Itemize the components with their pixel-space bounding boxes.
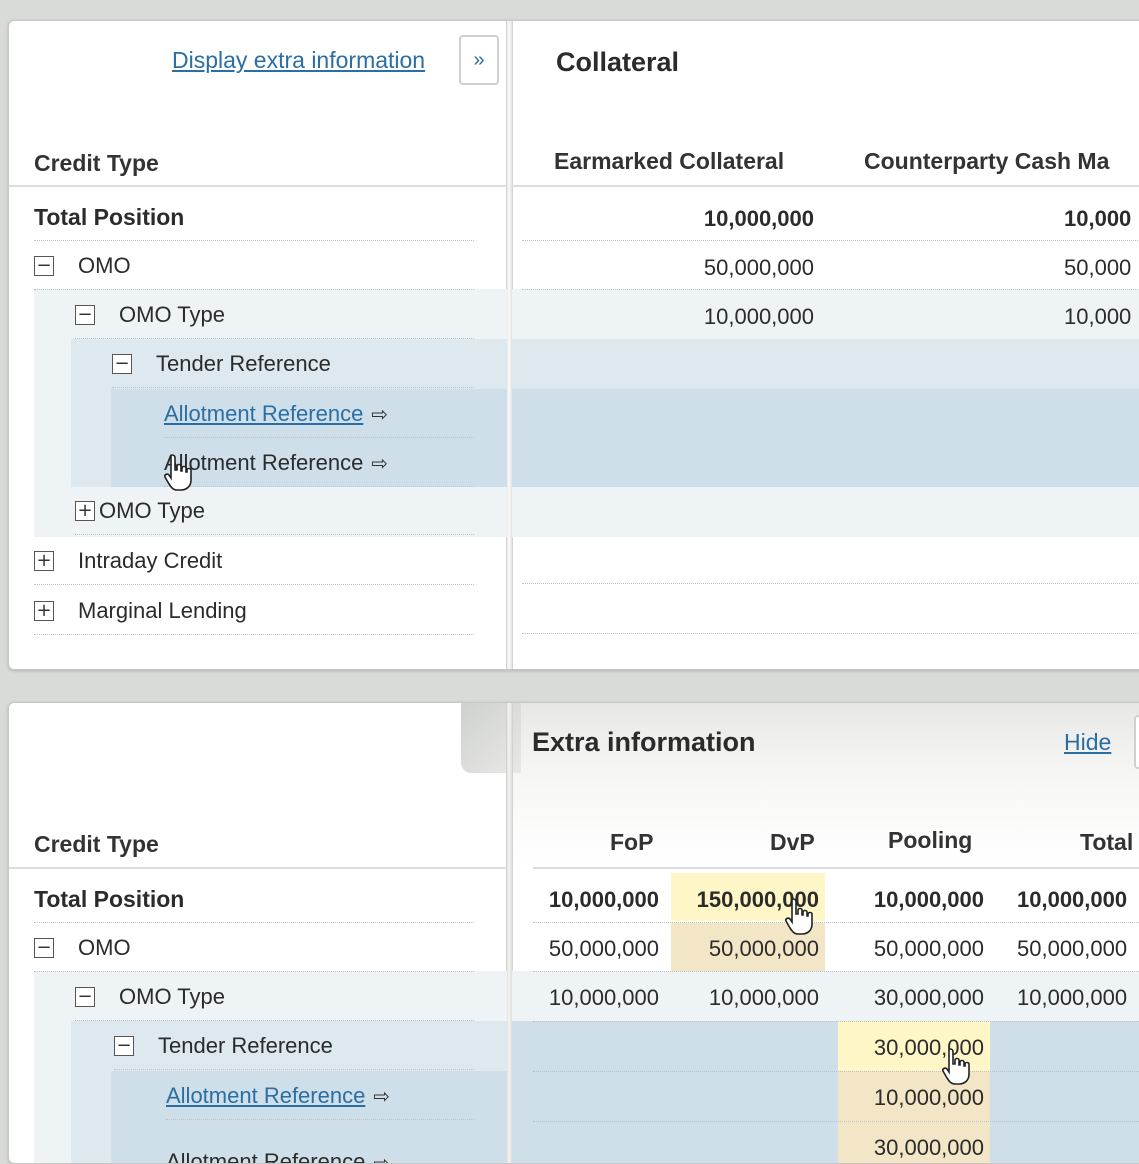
credit-type-header[interactable]: Credit Type xyxy=(34,150,159,176)
earmarked-collateral-header[interactable]: Earmarked Collateral xyxy=(554,148,785,174)
hide-button[interactable] xyxy=(1134,715,1139,769)
dvp-omo-value: 50,000,000 xyxy=(708,936,819,961)
credit-type-header[interactable]: Credit Type xyxy=(34,831,159,857)
header-rule-left xyxy=(9,185,506,187)
grand-total-value: 10,000,000 xyxy=(1017,887,1128,912)
earmarked-omo-type-value: 10,000,000 xyxy=(703,304,814,329)
row-label: OMO xyxy=(78,935,131,960)
collapse-icon[interactable]: − xyxy=(75,305,95,325)
earmarked-omo-value: 50,000,000 xyxy=(703,255,814,280)
row-omo-type[interactable]: − OMO Type xyxy=(75,291,474,339)
hand-cursor-icon xyxy=(942,1048,970,1085)
extra-information-panel: Extra information Hide Credit Type FoP D… xyxy=(8,702,1139,1164)
expand-extra-button[interactable]: » xyxy=(459,35,499,85)
row-sep xyxy=(522,633,1139,634)
section-title: Extra information xyxy=(532,727,756,757)
counterparty-omo-type-value: 10,000 xyxy=(1064,304,1132,329)
allotment-reference-link[interactable]: Allotment Reference xyxy=(164,401,364,426)
row-allotment-reference-1[interactable]: Allotment Reference ⇨ xyxy=(164,390,474,438)
external-link-icon[interactable]: ⇨ xyxy=(373,1151,391,1163)
expand-icon[interactable]: + xyxy=(34,551,54,571)
total-omo-value: 50,000,000 xyxy=(1017,936,1128,961)
row-total-position: Total Position xyxy=(34,875,474,923)
allotment-reference-link[interactable]: Allotment Reference xyxy=(166,1083,366,1108)
row-total-position: Total Position xyxy=(34,193,474,241)
allotment-reference-link[interactable]: Allotment Reference xyxy=(164,450,364,475)
allotment-reference-link[interactable]: Allotment Reference xyxy=(166,1149,366,1163)
total-omo-type-value: 10,000,000 xyxy=(1017,985,1128,1010)
collapse-icon[interactable]: − xyxy=(112,354,132,374)
row-omo-type[interactable]: − OMO Type xyxy=(75,973,474,1021)
earmarked-total-value: 10,000,000 xyxy=(703,206,814,231)
external-link-icon[interactable]: ⇨ xyxy=(371,402,389,426)
row-sep xyxy=(533,971,1139,972)
row-tender-reference[interactable]: − Tender Reference xyxy=(112,340,474,388)
band-tender-right xyxy=(512,1021,1139,1163)
row-allotment-reference-1[interactable]: Allotment Reference ⇨ xyxy=(166,1072,474,1120)
header-rule-right xyxy=(512,185,1139,187)
row-omo[interactable]: − OMO xyxy=(34,924,474,972)
pooling-tender-value[interactable]: 30,000,000 xyxy=(873,1035,984,1060)
row-marginal-lending[interactable]: + Marginal Lending xyxy=(34,587,474,635)
row-intraday-credit[interactable]: + Intraday Credit xyxy=(34,537,474,585)
dvp-total-value[interactable]: 150,000,000 xyxy=(696,887,819,912)
row-label: Total Position xyxy=(34,203,185,230)
row-sep xyxy=(522,289,1139,290)
counterparty-total-value: 10,000 xyxy=(1064,206,1132,231)
counterparty-omo-value: 50,000 xyxy=(1064,255,1132,280)
collapse-icon[interactable]: − xyxy=(34,256,54,276)
external-link-icon[interactable]: ⇨ xyxy=(373,1084,391,1108)
row-sep xyxy=(533,1071,1139,1072)
row-omo-type-collapsed[interactable]: + OMO Type xyxy=(75,487,474,535)
row-label: OMO Type xyxy=(119,984,225,1009)
row-tender-reference[interactable]: − Tender Reference xyxy=(114,1022,474,1070)
collapse-icon[interactable]: − xyxy=(75,987,95,1007)
row-sep xyxy=(522,240,1139,241)
row-label: Total Position xyxy=(34,885,185,912)
display-extra-information-link[interactable]: Display extra information xyxy=(172,47,426,73)
fop-total-value: 10,000,000 xyxy=(548,887,659,912)
row-label: Marginal Lending xyxy=(78,598,247,623)
expand-icon[interactable]: + xyxy=(75,501,95,521)
collapse-icon[interactable]: − xyxy=(34,938,54,958)
row-omo[interactable]: − OMO xyxy=(34,242,474,290)
panel-divider[interactable] xyxy=(506,703,513,1163)
row-sep xyxy=(533,922,1139,923)
row-label: Tender Reference xyxy=(156,351,331,376)
pooling-total-value: 10,000,000 xyxy=(873,887,984,912)
dvp-header[interactable]: DvP xyxy=(770,829,815,855)
header-rule-right xyxy=(533,867,1139,869)
fop-omo-value: 50,000,000 xyxy=(548,936,659,961)
double-chevron-right-icon: » xyxy=(473,48,485,71)
row-allotment-reference-2[interactable]: Allotment Reference ⇨ xyxy=(164,439,474,487)
counterparty-cash-header[interactable]: Counterparty Cash Ma xyxy=(864,148,1110,174)
hand-cursor-icon xyxy=(164,454,192,491)
pooling-omo-type-value: 30,000,000 xyxy=(873,985,984,1010)
row-label: OMO Type xyxy=(99,498,205,523)
pooling-header[interactable]: Pooling xyxy=(888,827,973,853)
fop-omo-type-value: 10,000,000 xyxy=(548,985,659,1010)
section-title: Collateral xyxy=(556,47,680,77)
fop-header[interactable]: FoP xyxy=(610,829,654,855)
row-label: Tender Reference xyxy=(158,1033,333,1058)
expand-icon[interactable]: + xyxy=(34,601,54,621)
pooling-allotment-1-value: 10,000,000 xyxy=(873,1085,984,1110)
row-sep xyxy=(533,1121,1139,1122)
total-header[interactable]: Total xyxy=(1080,829,1134,855)
row-label: OMO xyxy=(78,253,131,278)
collateral-panel: Display extra information » Collateral C… xyxy=(8,20,1139,670)
row-sep xyxy=(533,1021,1139,1022)
collapse-icon[interactable]: − xyxy=(114,1036,134,1056)
row-label: Intraday Credit xyxy=(78,548,223,573)
row-sep xyxy=(522,583,1139,584)
row-label: OMO Type xyxy=(119,302,225,327)
pooling-omo-value: 50,000,000 xyxy=(873,936,984,961)
hide-link[interactable]: Hide xyxy=(1064,729,1112,755)
external-link-icon[interactable]: ⇨ xyxy=(371,451,389,475)
hand-cursor-icon xyxy=(785,898,813,935)
row-allotment-reference-2[interactable]: Allotment Reference ⇨ xyxy=(166,1123,474,1163)
header-rule-left xyxy=(9,867,506,869)
dvp-omo-type-value: 10,000,000 xyxy=(708,985,819,1010)
band-allotment-right xyxy=(512,389,1139,487)
